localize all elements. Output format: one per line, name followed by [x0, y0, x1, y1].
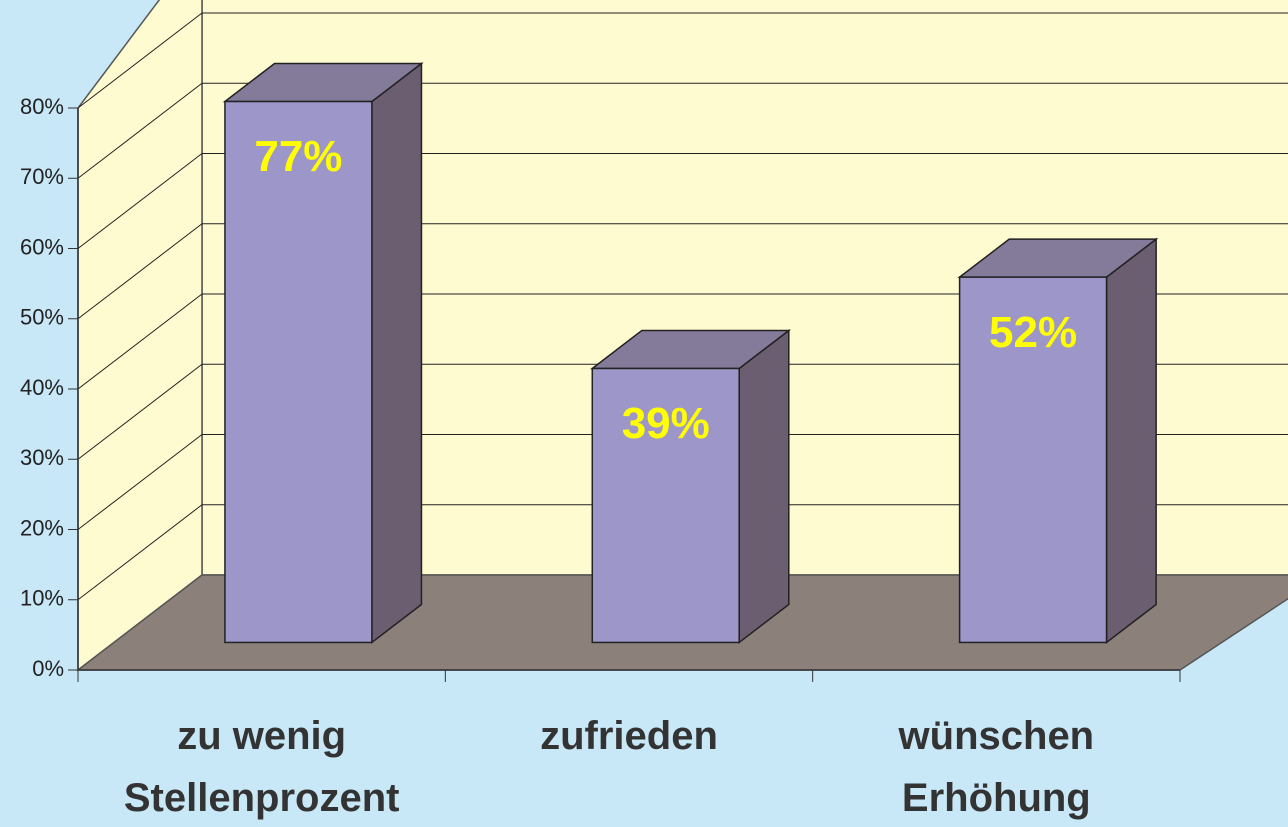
grid-line	[77, 12, 203, 109]
y-tick-label: 10%	[20, 586, 64, 611]
bar-side	[738, 328, 790, 644]
bar	[958, 276, 1108, 644]
value-label: 52%	[989, 308, 1077, 357]
bar	[591, 367, 740, 644]
y-tick-label: 80%	[20, 94, 64, 119]
value-label: 77%	[254, 132, 342, 181]
x-tick-label: zu wenig Stellenprozent	[123, 714, 400, 820]
y-tick-label: 30%	[20, 445, 64, 470]
y-tick-label: 40%	[20, 375, 64, 400]
value-label: 39%	[622, 399, 710, 448]
bar	[224, 100, 373, 644]
grid-line	[77, 82, 203, 179]
grid-line	[77, 363, 203, 460]
y-tick-label: 70%	[20, 164, 64, 189]
y-tick-label: 20%	[20, 515, 64, 540]
x-tick-label: wünschen Erhöhung	[898, 714, 1095, 820]
bar-side	[371, 62, 423, 644]
y-tick-label: 50%	[20, 305, 64, 330]
y-tick-label: 60%	[20, 234, 64, 259]
grid-line	[77, 223, 203, 320]
left-wall	[77, 0, 203, 672]
x-tick-label: zufrieden	[540, 714, 718, 758]
y-tick-label: 0%	[32, 656, 64, 681]
grid-line	[77, 153, 203, 249]
grid-line	[77, 504, 203, 601]
grid-line	[77, 293, 203, 390]
bar-side	[1105, 237, 1157, 644]
grid-line	[77, 434, 203, 530]
